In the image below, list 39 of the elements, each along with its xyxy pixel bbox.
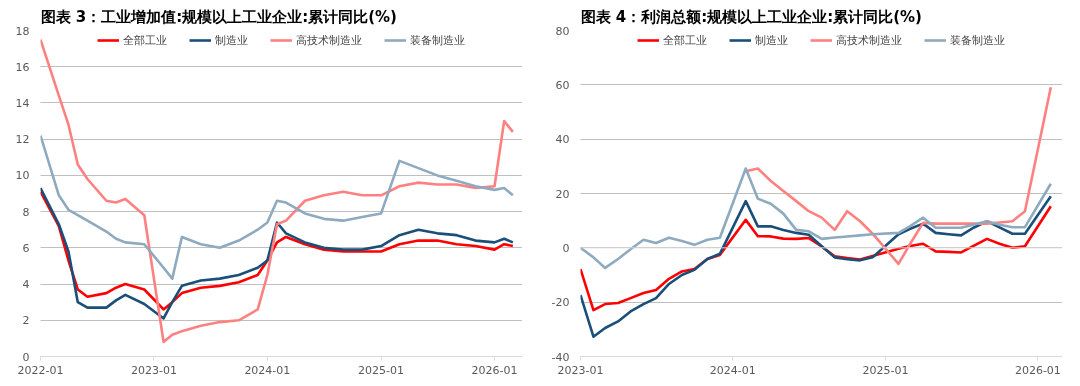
legend-label: 装备制造业 bbox=[410, 32, 465, 48]
x-tick-label: 2025-01 bbox=[862, 363, 909, 377]
y-tick-label: -40 bbox=[551, 350, 570, 364]
x-tick-label: 2026-01 bbox=[1014, 363, 1061, 377]
x-tick-label: 2026-01 bbox=[471, 363, 518, 377]
y-tick-label: 0 bbox=[22, 350, 30, 364]
legend-label: 全部工业 bbox=[663, 32, 707, 48]
legend-label: 制造业 bbox=[755, 32, 788, 48]
x-tick-label: 2024-01 bbox=[709, 363, 756, 377]
x-tick-label: 2023-01 bbox=[130, 363, 177, 377]
y-tick-label: 0 bbox=[562, 241, 570, 255]
legend-label: 高技术制造业 bbox=[296, 32, 362, 48]
line-series bbox=[580, 194, 1053, 338]
line-series bbox=[40, 134, 515, 280]
y-tick-label: 14 bbox=[15, 96, 30, 110]
y-tick-label: 80 bbox=[555, 24, 570, 38]
y-tick-label: 6 bbox=[22, 241, 30, 255]
chart-title: 图表 4：利润总额:规模以上工业企业:累计同比(%) bbox=[580, 7, 922, 26]
legend-label: 制造业 bbox=[215, 32, 248, 48]
y-tick-label: 20 bbox=[555, 187, 570, 201]
y-tick-label: 40 bbox=[555, 133, 570, 147]
chart-title: 图表 3：工业增加值:规模以上工业企业:累计同比(%) bbox=[40, 7, 397, 26]
x-tick-label: 2022-01 bbox=[17, 363, 64, 377]
legend-label: 装备制造业 bbox=[950, 32, 1005, 48]
line-series bbox=[580, 167, 1053, 270]
x-tick-label: 2025-01 bbox=[358, 363, 405, 377]
y-tick-label: 10 bbox=[15, 169, 30, 183]
legend-label: 高技术制造业 bbox=[836, 32, 902, 48]
y-tick-label: 8 bbox=[22, 205, 30, 219]
y-tick-label: -20 bbox=[551, 296, 570, 310]
y-tick-label: 2 bbox=[22, 314, 30, 328]
y-tick-label: 60 bbox=[555, 78, 570, 92]
x-tick-label: 2023-01 bbox=[557, 363, 604, 377]
y-tick-label: 18 bbox=[15, 24, 30, 38]
x-tick-label: 2024-01 bbox=[244, 363, 291, 377]
y-tick-label: 16 bbox=[15, 60, 30, 74]
y-tick-label: 4 bbox=[22, 278, 30, 292]
y-tick-label: 12 bbox=[15, 133, 30, 147]
legend-label: 全部工业 bbox=[123, 32, 167, 48]
